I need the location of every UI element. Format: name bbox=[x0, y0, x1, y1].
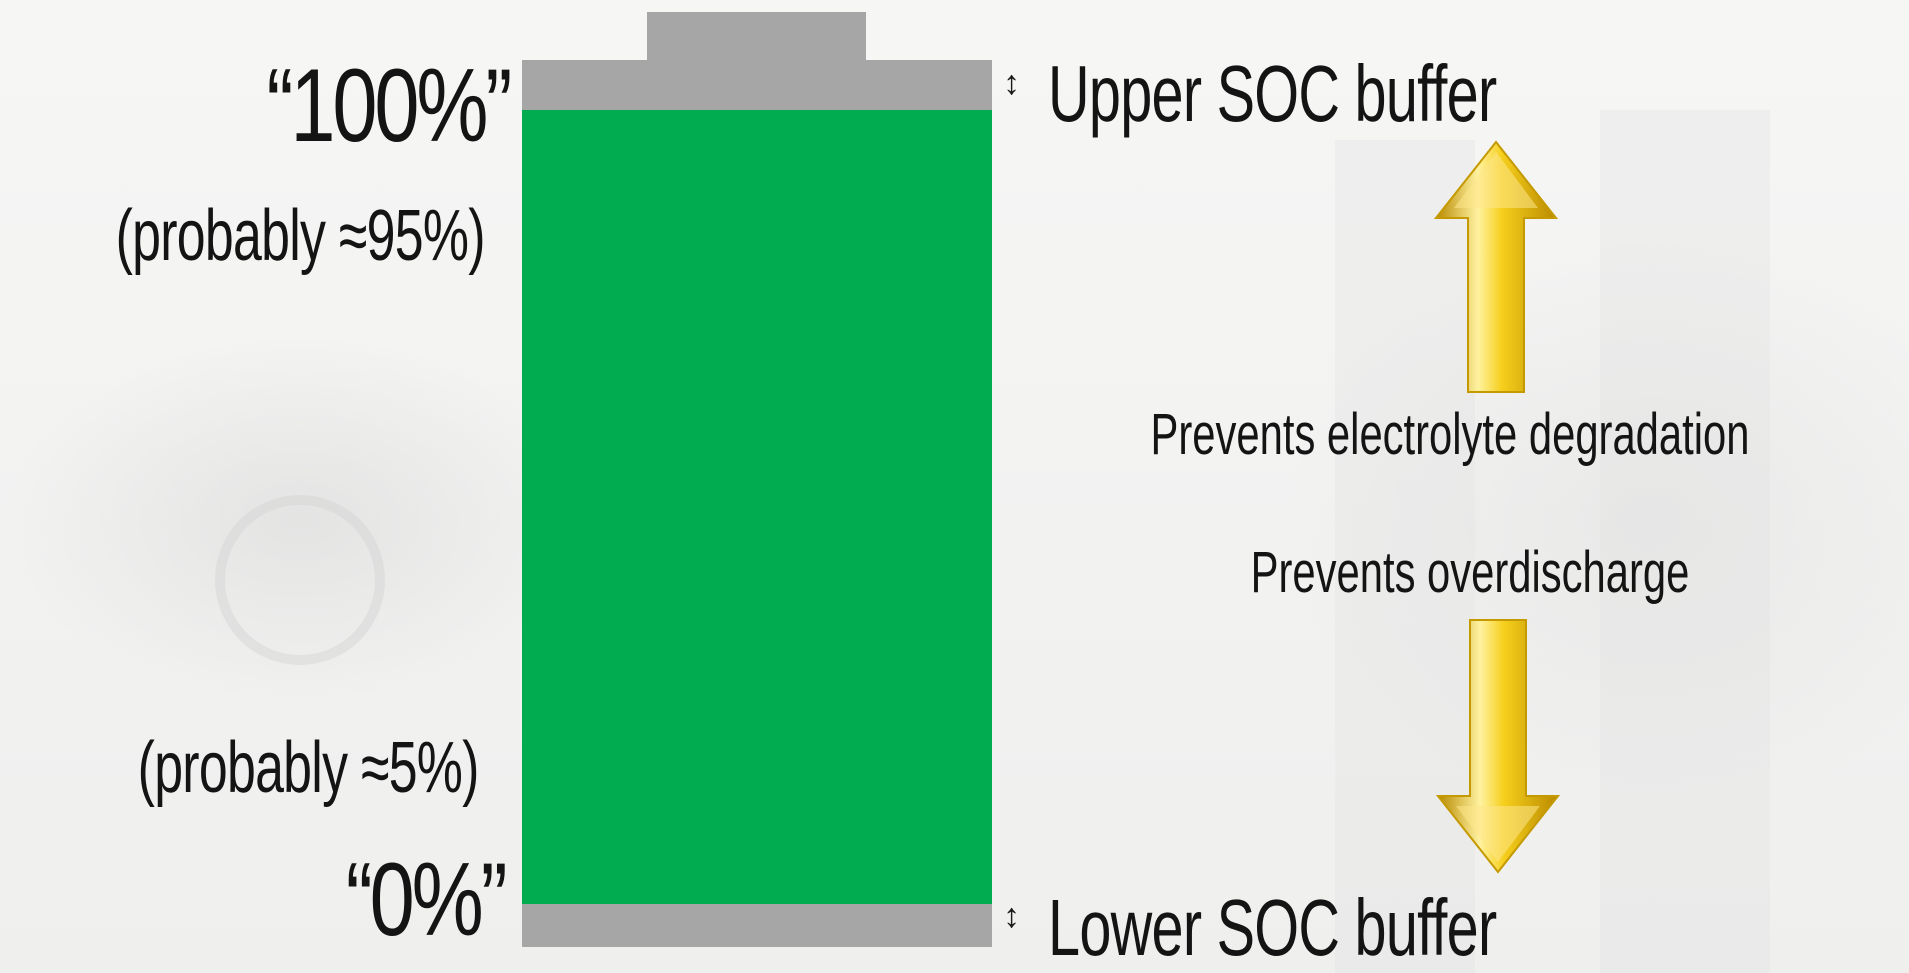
up-down-arrow-icon: ↕ bbox=[1003, 897, 1020, 935]
lower-soc-buffer-band bbox=[522, 904, 992, 947]
prevents-overdischarge-label: Prevents overdischarge bbox=[1250, 540, 1690, 605]
usable-charge-area bbox=[522, 110, 992, 904]
prevents-electrolyte-label: Prevents electrolyte degradation bbox=[1150, 402, 1750, 467]
faded-wheel bbox=[215, 495, 385, 665]
lower-soc-buffer-label: Lower SOC buffer bbox=[1048, 883, 1497, 972]
faded-pillar bbox=[1600, 110, 1770, 973]
arrow-up-icon bbox=[1434, 140, 1558, 393]
upper-soc-buffer-label: Upper SOC buffer bbox=[1048, 49, 1497, 138]
bottom-percent-label: “0%” bbox=[346, 842, 508, 958]
faded-pillar bbox=[1335, 140, 1475, 973]
top-probable-label: (probably ≈95%) bbox=[115, 196, 486, 276]
top-percent-label: “100%” bbox=[266, 48, 512, 164]
arrow-down-icon bbox=[1436, 619, 1560, 874]
battery-terminal bbox=[647, 12, 866, 62]
upper-soc-buffer-band bbox=[522, 60, 992, 110]
bottom-probable-label: (probably ≈5%) bbox=[137, 728, 480, 808]
up-down-arrow-icon: ↕ bbox=[1003, 64, 1020, 102]
